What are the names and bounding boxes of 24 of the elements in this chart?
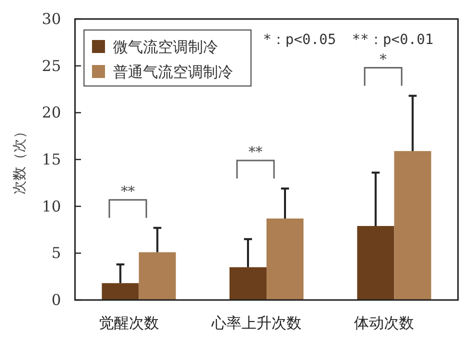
legend-label: 微气流空调制冷 <box>113 38 218 56</box>
x-tick-label: 觉醒次数 <box>98 314 159 332</box>
y-tick-label: 5 <box>51 244 61 262</box>
y-tick-label: 30 <box>42 10 61 28</box>
bar <box>102 283 139 300</box>
annotation: * <box>380 52 387 68</box>
annotation: **：p<0.01 <box>352 32 434 48</box>
x-tick-label: 心率上升次数 <box>210 314 302 332</box>
y-tick-label: 10 <box>42 197 61 216</box>
bar <box>357 226 394 300</box>
y-tick-label: 0 <box>51 291 61 309</box>
annotation: ** <box>120 184 135 200</box>
annotation: *：p<0.05 <box>263 32 336 48</box>
y-tick-label: 15 <box>42 150 61 168</box>
y-axis-title: 次数（次） <box>12 124 28 194</box>
x-tick-label: 体动次数 <box>354 314 414 332</box>
bar <box>138 252 176 300</box>
legend-label: 普通气流空调制冷 <box>113 63 233 81</box>
bar <box>266 218 304 300</box>
annotation: ** <box>248 144 262 161</box>
bar <box>394 151 432 300</box>
y-tick-label: 20 <box>42 104 61 122</box>
y-tick-label: 25 <box>42 56 61 75</box>
bar <box>230 267 266 300</box>
